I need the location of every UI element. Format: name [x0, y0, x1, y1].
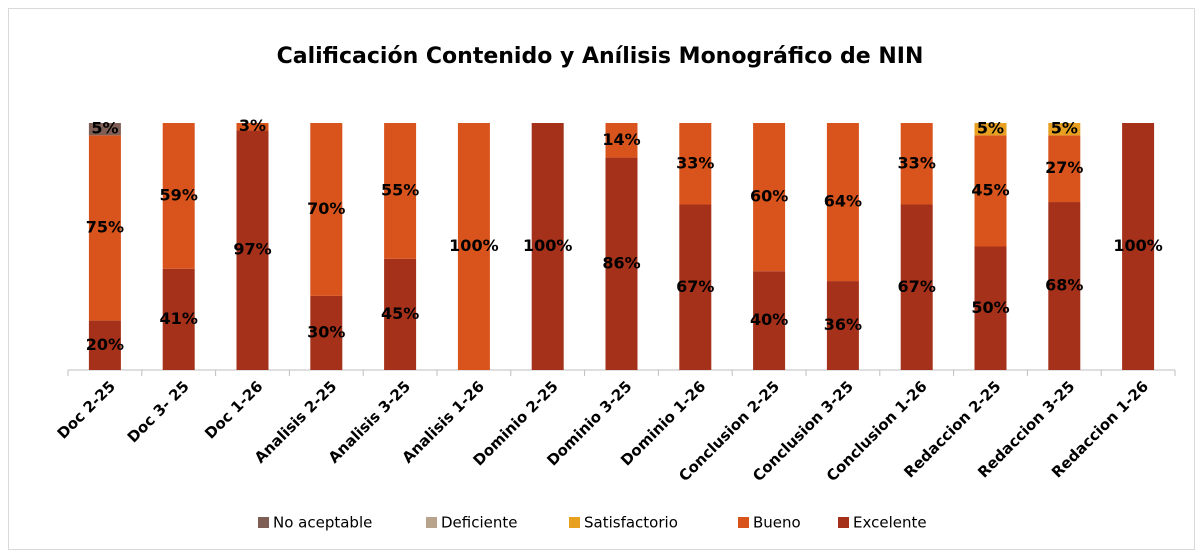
data-label: 20%: [86, 335, 124, 354]
data-label: 100%: [1113, 236, 1162, 255]
bar-segment: [384, 258, 417, 370]
bar-segment: [457, 123, 490, 370]
data-label: 55%: [381, 180, 419, 199]
bar-segment: [826, 123, 859, 282]
data-label: 68%: [1045, 276, 1083, 295]
bar-segment: [1048, 123, 1081, 136]
legend-swatch: [738, 517, 749, 528]
data-label: 33%: [676, 153, 714, 172]
data-label: 5%: [91, 119, 118, 138]
bar-segment: [679, 123, 712, 205]
data-label: 33%: [898, 153, 936, 172]
data-label: 41%: [160, 309, 198, 328]
data-label: 100%: [523, 236, 572, 255]
chart-title: Calificación Contenido y Anílisis Monogr…: [277, 44, 924, 69]
bar-segment: [826, 281, 859, 370]
bar-segment: [753, 271, 786, 370]
bar-segment: [974, 246, 1007, 370]
bar-segment: [88, 123, 121, 136]
data-label: 64%: [824, 192, 862, 211]
bar-segment: [531, 123, 564, 370]
legend-swatch: [569, 517, 580, 528]
legend-swatch: [838, 517, 849, 528]
data-label: 3%: [239, 116, 266, 135]
data-label: 5%: [1051, 119, 1078, 138]
legend-label: Satisfactorio: [584, 514, 678, 532]
legend-label: Excelente: [853, 514, 927, 532]
bar-segment: [236, 130, 269, 370]
data-label: 59%: [160, 185, 198, 204]
bar-segment: [679, 204, 712, 370]
data-label: 45%: [381, 304, 419, 323]
data-label: 5%: [977, 119, 1004, 138]
bar-segment: [974, 135, 1007, 247]
bar-segment: [88, 135, 121, 321]
bar-segment: [900, 123, 933, 205]
legend-swatch: [426, 517, 437, 528]
data-label: 67%: [898, 277, 936, 296]
bar-segment: [1122, 123, 1155, 370]
data-label: 67%: [676, 277, 714, 296]
legend-swatch: [258, 517, 269, 528]
legend-label: Deficiente: [441, 514, 518, 532]
bar-segment: [605, 123, 638, 158]
data-label: 14%: [602, 130, 640, 149]
bar-segment: [974, 123, 1007, 136]
data-label: 27%: [1045, 158, 1083, 177]
bar-segment: [384, 123, 417, 259]
data-label: 97%: [233, 240, 271, 259]
bar-segment: [310, 123, 343, 296]
data-label: 100%: [449, 236, 498, 255]
data-label: 70%: [307, 199, 345, 218]
bar-segment: [236, 123, 269, 131]
bar-segment: [162, 268, 195, 370]
data-label: 60%: [750, 187, 788, 206]
bar-segment: [605, 157, 638, 370]
bar-segment: [900, 204, 933, 370]
legend-label: No aceptable: [273, 514, 372, 532]
bar-segment: [88, 320, 121, 370]
bar-segment: [1048, 135, 1081, 203]
data-label: 75%: [86, 217, 124, 236]
bar-segment: [310, 295, 343, 370]
data-label: 50%: [971, 298, 1009, 317]
legend-label: Bueno: [753, 514, 801, 532]
bar-segment: [162, 123, 195, 269]
bar-segment: [1048, 202, 1081, 370]
data-label: 30%: [307, 322, 345, 341]
bar-segment: [753, 123, 786, 272]
data-label: 40%: [750, 310, 788, 329]
data-label: 86%: [602, 253, 640, 272]
data-label: 45%: [971, 180, 1009, 199]
data-label: 36%: [824, 315, 862, 334]
